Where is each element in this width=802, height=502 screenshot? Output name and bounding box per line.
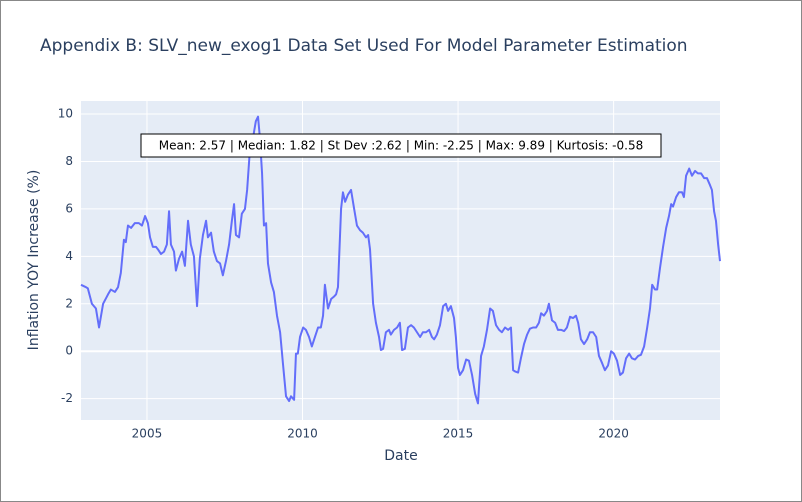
y-axis-label: Inflation YOY Increase (%) [26, 170, 42, 351]
y-tick-label: 2 [65, 296, 73, 310]
x-tick-label: 2020 [598, 427, 629, 441]
y-tick-label: 8 [65, 154, 73, 168]
x-tick-label: 2010 [287, 427, 318, 441]
y-tick-label: 6 [65, 201, 73, 215]
x-tick-label: 2015 [443, 427, 474, 441]
x-tick-label: 2005 [132, 427, 163, 441]
x-axis-label: Date [384, 448, 417, 464]
y-tick-label: 0 [65, 344, 73, 358]
y-tick-label: 4 [65, 249, 73, 263]
data-line [80, 115, 721, 405]
annotation-box [140, 133, 662, 158]
annotation: Mean: 2.57 | Median: 1.82 | St Dev :2.62… [159, 139, 643, 153]
chart-title: Appendix B: SLV_new_exog1 Data Set Used … [40, 36, 688, 56]
y-tick-label: -2 [61, 391, 73, 405]
y-tick-label: 10 [58, 107, 73, 121]
